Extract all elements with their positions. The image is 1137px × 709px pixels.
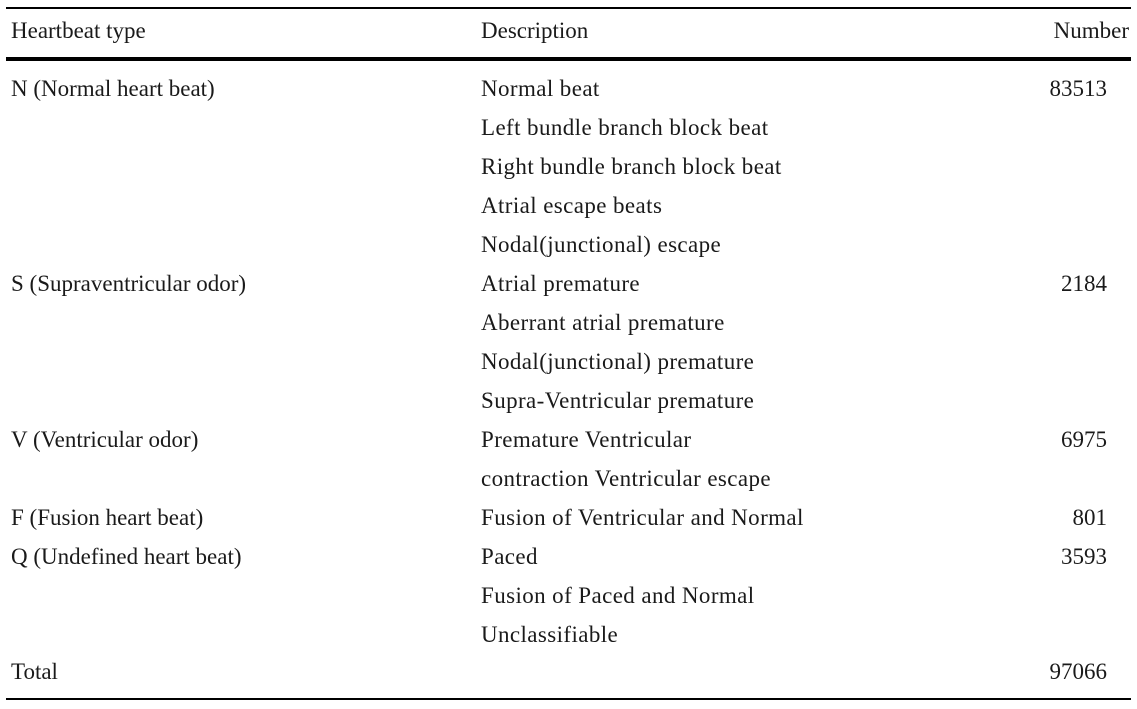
description-cell: Paced [481,544,538,569]
description-cell: Nodal(junctional) escape [481,232,722,257]
top-rule [6,7,1131,9]
number-cell-q: 3593 [1061,544,1107,569]
number-cell-n: 83513 [1049,76,1108,101]
header-number: Number [1053,18,1129,43]
header-heartbeat-type: Heartbeat type [11,18,146,43]
number-cell-f: 801 [1072,505,1108,530]
total-label: Total [11,659,58,684]
bottom-rule [6,698,1131,700]
description-cell: Left bundle branch block beat [481,115,769,140]
header-description: Description [481,18,589,43]
total-number: 97066 [1049,659,1108,684]
description-cell: Aberrant atrial premature [481,310,725,335]
description-cell: Normal beat [481,76,600,101]
header-rule [6,57,1131,61]
description-cell: contraction Ventricular escape [481,466,771,491]
type-cell-s: S (Supraventricular odor) [11,271,247,296]
description-cell: Fusion of Paced and Normal [481,583,755,608]
number-cell-s: 2184 [1061,271,1107,296]
description-cell: Nodal(junctional) premature [481,349,755,374]
description-cell: Atrial premature [481,271,641,296]
description-cell: Atrial escape beats [481,193,663,218]
type-cell-n: N (Normal heart beat) [11,76,215,101]
description-cell: Premature Ventricular [481,427,692,452]
description-cell: Fusion of Ventricular and Normal [481,505,804,530]
type-cell-q: Q (Undefined heart beat) [11,544,242,569]
description-cell: Supra-Ventricular premature [481,388,755,413]
number-cell-v: 6975 [1061,427,1107,452]
description-cell: Unclassifiable [481,622,619,647]
type-cell-f: F (Fusion heart beat) [11,505,204,530]
description-cell: Right bundle branch block beat [481,154,782,179]
type-cell-v: V (Ventricular odor) [11,427,199,452]
